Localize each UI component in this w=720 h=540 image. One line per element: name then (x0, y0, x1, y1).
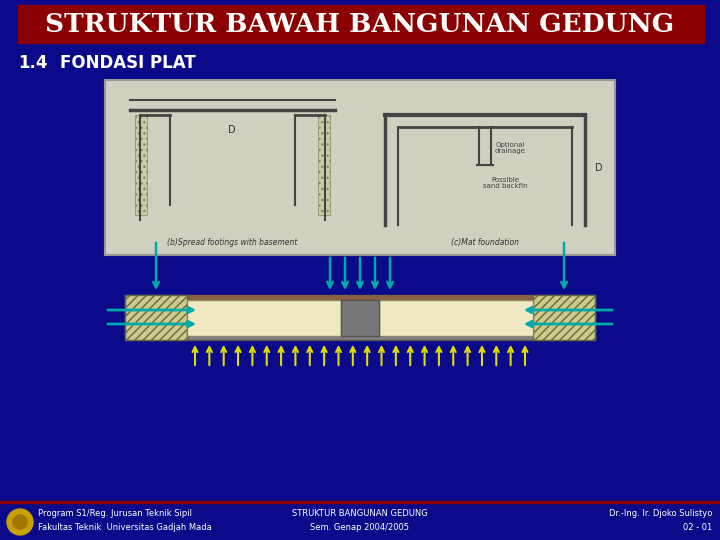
Text: (b)Spread footings with basement: (b)Spread footings with basement (167, 238, 297, 247)
Text: Dr.-Ing. Ir. Djoko Sulistyo: Dr.-Ing. Ir. Djoko Sulistyo (608, 510, 712, 518)
Text: Optional
drainage: Optional drainage (495, 141, 526, 154)
Bar (379, 300, 533, 336)
Text: D: D (595, 163, 603, 173)
Bar (105, 80, 615, 255)
Circle shape (7, 509, 33, 535)
Text: 02 - 01: 02 - 01 (683, 523, 712, 532)
Text: Sem. Genap 2004/2005: Sem. Genap 2004/2005 (310, 523, 410, 532)
Text: Program S1/Reg. Jurusan Teknik Sipil: Program S1/Reg. Jurusan Teknik Sipil (38, 510, 192, 518)
Text: Possible
sand backfin: Possible sand backfin (482, 177, 527, 190)
Circle shape (13, 515, 27, 529)
Bar (125, 295, 595, 340)
Text: FONDASI PLAT: FONDASI PLAT (60, 54, 196, 72)
Bar (125, 295, 187, 340)
Text: STRUKTUR BAWAH BANGUNAN GEDUNG: STRUKTUR BAWAH BANGUNAN GEDUNG (45, 11, 675, 37)
Text: STRUKTUR BANGUNAN GEDUNG: STRUKTUR BANGUNAN GEDUNG (292, 510, 428, 518)
Bar (18, 5, 704, 43)
Bar (318, 115, 330, 215)
Text: (c)Mat foundation: (c)Mat foundation (451, 238, 519, 247)
Bar (135, 115, 147, 215)
Bar (341, 300, 379, 336)
Text: D: D (228, 125, 236, 135)
Bar (125, 295, 595, 300)
Bar (187, 300, 341, 336)
Text: Fakultas Teknik  Universitas Gadjah Mada: Fakultas Teknik Universitas Gadjah Mada (38, 523, 212, 532)
Bar (533, 295, 595, 340)
Text: 1.4: 1.4 (18, 54, 48, 72)
